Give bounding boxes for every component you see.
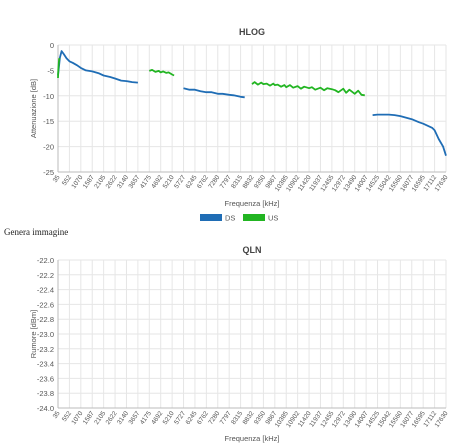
y-tick-label: -22.4 bbox=[37, 286, 54, 295]
y-tick-label: -23.6 bbox=[37, 374, 54, 383]
y-tick-label: -22.2 bbox=[37, 271, 54, 280]
series-ds-line-segment-3 bbox=[372, 113, 447, 156]
series-us-line-segment-2 bbox=[148, 69, 175, 77]
y-tick-label: -23.4 bbox=[37, 360, 54, 369]
qln-chart: QLN -22.0 -22.2 -22.4 -22.6 -22.8 -23.0 -23.2 -2… bbox=[29, 245, 450, 443]
y-tick-label: 0 bbox=[50, 41, 54, 50]
y-axis-label: Attenuazione [dB] bbox=[29, 79, 38, 138]
legend-label-ds[interactable]: DS bbox=[225, 214, 235, 223]
chart-title: HLOG bbox=[239, 27, 265, 37]
chart-title: QLN bbox=[243, 245, 262, 255]
y-tick-label: -25 bbox=[43, 168, 54, 177]
x-axis-label: Frequenza [kHz] bbox=[224, 199, 279, 208]
y-tick-label: -22.6 bbox=[37, 300, 54, 309]
legend-swatch-ds[interactable] bbox=[200, 214, 222, 221]
generate-image-link[interactable]: Genera immagine bbox=[4, 227, 69, 237]
y-tick-label: -23.2 bbox=[37, 345, 54, 354]
y-tick-label: -22.8 bbox=[37, 315, 54, 324]
y-axis-label: Rumore [dBm] bbox=[29, 310, 38, 358]
x-axis-label: Frequenza [kHz] bbox=[224, 434, 279, 443]
legend-label-us[interactable]: US bbox=[268, 214, 278, 223]
y-tick-label: -15 bbox=[43, 117, 54, 126]
legend-swatch-us[interactable] bbox=[243, 214, 265, 221]
series-us-line-segment-3 bbox=[251, 81, 365, 97]
y-tick-label: -24.0 bbox=[37, 404, 54, 413]
y-tick-label: -5 bbox=[47, 66, 54, 75]
x-tick-label: 35 bbox=[52, 410, 62, 420]
series-ds-line-segment-2 bbox=[183, 87, 245, 99]
series-ds-line-segment-1 bbox=[57, 50, 138, 84]
y-tick-label: -23.8 bbox=[37, 389, 54, 398]
series-us-line-segment-1 bbox=[57, 57, 61, 79]
y-tick-label: -10 bbox=[43, 92, 54, 101]
y-tick-label: -22.0 bbox=[37, 256, 54, 265]
y-tick-label: -20 bbox=[43, 143, 54, 152]
x-tick-label: 35 bbox=[52, 174, 62, 184]
y-tick-label: -23.0 bbox=[37, 330, 54, 339]
chart-legend: DS US bbox=[200, 214, 278, 223]
